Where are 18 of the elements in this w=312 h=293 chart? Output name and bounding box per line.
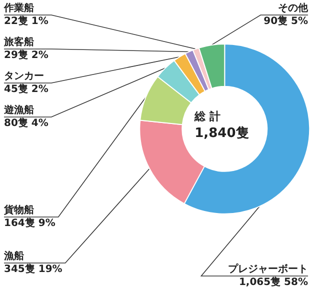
slice-label: プレジャーボート [228, 263, 308, 275]
slice-label: 作業船 [3, 2, 34, 14]
slice-label: 貨物船 [3, 204, 34, 216]
text: 総 計 [194, 110, 220, 123]
data-label: 164隻 9% [4, 217, 56, 229]
data-label: 90隻 5% [264, 15, 308, 27]
data-label: 22隻 1% [4, 15, 48, 27]
data-label: 345隻 19% [4, 263, 62, 275]
slice-label: 漁船 [3, 250, 24, 262]
slice-label: タンカー [4, 71, 44, 82]
data-label: 29隻 2% [4, 49, 48, 61]
slice-label: 遊漁船 [4, 104, 34, 116]
data-label: 45隻 2% [4, 83, 48, 95]
data-label: 1,065隻 58% [238, 276, 308, 288]
slice-label: その他 [278, 2, 309, 14]
text: 1,840隻 [194, 124, 249, 141]
data-label: 80隻 4% [4, 117, 48, 129]
slice-label: 旅客船 [3, 36, 34, 48]
